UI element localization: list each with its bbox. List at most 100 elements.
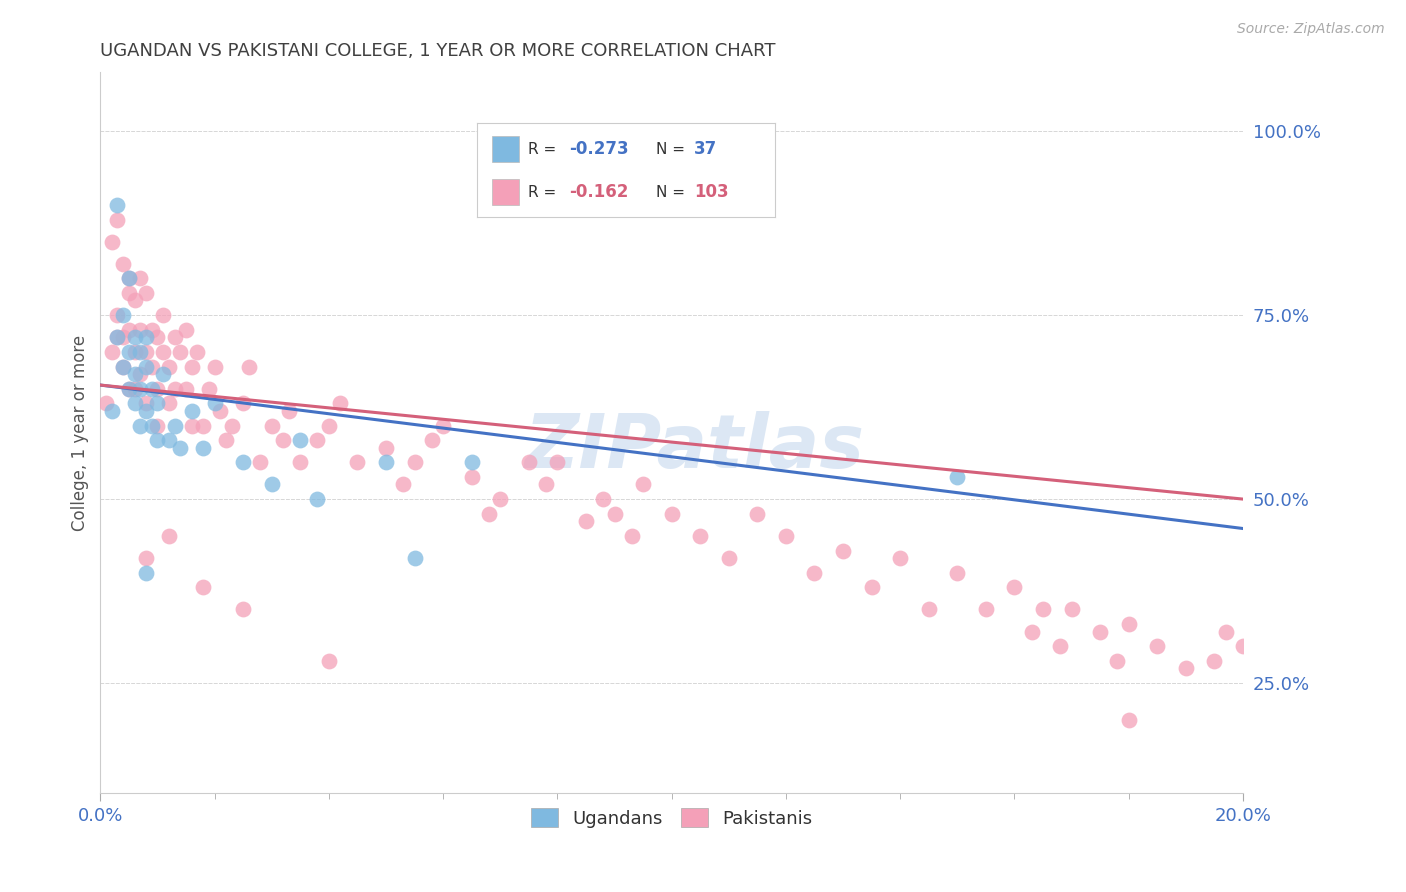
Point (157, 396, 180, 410)
Point (101, 404, 124, 418)
Point (1032, 602, 1054, 616)
Point (129, 418, 152, 433)
Point (146, 382, 169, 396)
Point (135, 330, 157, 344)
Point (112, 257, 135, 271)
Point (135, 396, 157, 410)
Point (946, 566, 969, 580)
Point (112, 330, 135, 344)
Point (420, 434, 443, 448)
Point (107, 198, 129, 212)
Point (107, 330, 129, 344)
Point (163, 418, 186, 433)
Point (135, 359, 157, 374)
Point (1060, 602, 1083, 616)
Point (141, 418, 163, 433)
Point (186, 345, 208, 359)
Point (689, 529, 711, 543)
Point (174, 382, 197, 396)
Point (193, 580, 215, 594)
Point (460, 455, 482, 469)
Legend: Ugandans, Pakistanis: Ugandans, Pakistanis (523, 801, 820, 835)
Point (129, 271, 152, 285)
Y-axis label: College, 1 year or more: College, 1 year or more (72, 334, 89, 531)
Point (517, 455, 540, 469)
Point (1204, 654, 1226, 668)
Point (124, 382, 146, 396)
Point (180, 418, 202, 433)
Point (1088, 624, 1111, 639)
Point (157, 359, 180, 374)
Text: UGANDAN VS PAKISTANI COLLEGE, 1 YEAR OR MORE CORRELATION CHART: UGANDAN VS PAKISTANI COLLEGE, 1 YEAR OR … (100, 42, 776, 60)
Point (107, 308, 129, 322)
Point (152, 345, 174, 359)
Point (209, 404, 232, 418)
Point (1107, 654, 1129, 668)
Point (631, 477, 654, 491)
Point (889, 550, 911, 565)
Point (460, 470, 482, 484)
Point (232, 455, 254, 469)
Point (1118, 617, 1140, 632)
Point (112, 308, 135, 322)
Point (118, 382, 141, 396)
Point (860, 580, 883, 594)
Point (946, 470, 969, 484)
Point (135, 550, 157, 565)
Point (432, 418, 454, 433)
Point (404, 550, 426, 565)
Point (135, 345, 157, 359)
Point (112, 359, 135, 374)
Point (198, 382, 221, 396)
Point (163, 382, 186, 396)
Point (803, 566, 825, 580)
Point (329, 396, 352, 410)
Point (94, 396, 117, 410)
Point (534, 477, 557, 491)
Point (346, 455, 368, 469)
Point (290, 434, 312, 448)
Point (1174, 661, 1197, 675)
Point (118, 286, 141, 301)
Point (107, 212, 129, 227)
Point (1118, 713, 1140, 727)
Point (157, 434, 180, 448)
Point (1232, 639, 1254, 653)
Point (375, 455, 398, 469)
Point (101, 235, 124, 249)
Point (318, 654, 340, 668)
Point (135, 286, 157, 301)
Point (307, 492, 329, 507)
Point (1049, 639, 1071, 653)
Text: Source: ZipAtlas.com: Source: ZipAtlas.com (1237, 22, 1385, 37)
Point (204, 396, 226, 410)
Point (124, 345, 146, 359)
Point (221, 418, 243, 433)
Point (404, 455, 426, 469)
Point (146, 396, 169, 410)
Point (775, 529, 797, 543)
Point (277, 404, 299, 418)
Point (141, 323, 163, 337)
Point (180, 359, 202, 374)
Point (146, 434, 169, 448)
Point (1146, 639, 1168, 653)
Point (546, 455, 568, 469)
Point (129, 323, 152, 337)
Point (204, 359, 226, 374)
Point (135, 404, 157, 418)
Point (146, 418, 169, 433)
Text: ZIPatlas: ZIPatlas (524, 411, 865, 483)
Point (489, 492, 512, 507)
Point (174, 323, 197, 337)
Point (193, 441, 215, 455)
Point (974, 602, 997, 616)
Point (215, 434, 238, 448)
Point (124, 330, 146, 344)
Point (375, 441, 398, 455)
Point (1021, 624, 1043, 639)
Point (107, 330, 129, 344)
Point (260, 477, 283, 491)
Point (118, 271, 141, 285)
Point (392, 477, 415, 491)
